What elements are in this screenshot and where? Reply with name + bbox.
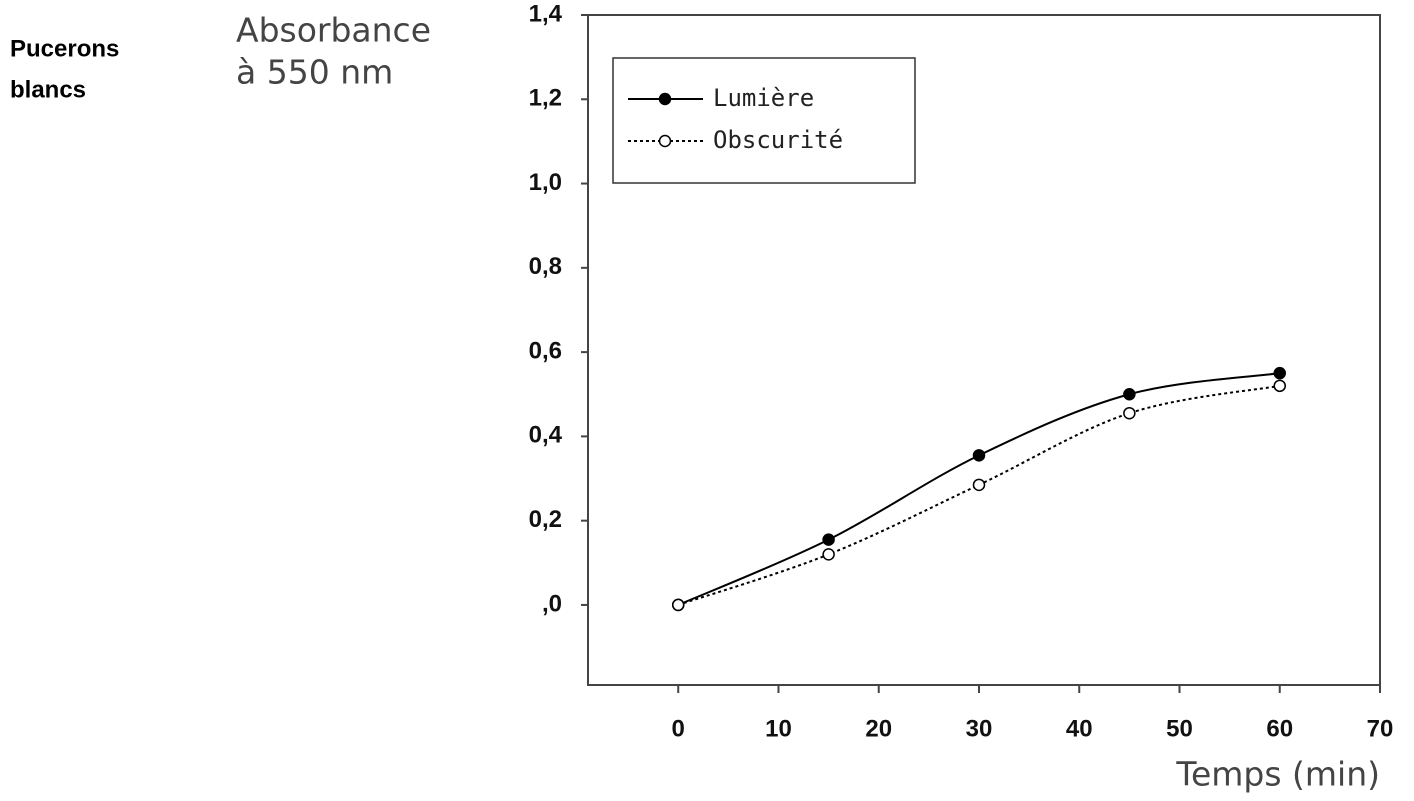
x-tick-label: 40: [1066, 715, 1093, 742]
x-tick-label: 60: [1266, 715, 1293, 742]
data-point: [1273, 366, 1286, 380]
y-tick-label: 0,2: [529, 506, 562, 533]
plot-frame: [587, 14, 1381, 686]
legend-box: [612, 57, 916, 184]
x-tick-label: 20: [865, 715, 892, 742]
y-tick-label: 0,6: [529, 337, 562, 364]
legend-label: Lumière: [713, 84, 814, 112]
x-tick-label: 30: [966, 715, 993, 742]
x-tick-label: 70: [1367, 715, 1394, 742]
data-point: [822, 548, 835, 561]
data-point: [671, 598, 685, 612]
data-point: [1123, 406, 1136, 420]
data-point: [972, 449, 986, 462]
y-tick-label: 0,8: [529, 253, 562, 280]
x-tick-label: 50: [1166, 715, 1193, 742]
y-tick-label: ,0: [542, 590, 562, 617]
legend-label: Obscurité: [713, 126, 843, 154]
x-axis-title: Temps (min): [1175, 755, 1380, 794]
side-label: Pucerons: [10, 35, 119, 62]
data-point: [1273, 379, 1286, 393]
data-point: [972, 478, 986, 492]
legend-marker: [658, 92, 672, 106]
data-point: [1123, 387, 1136, 401]
series-line: [677, 384, 1280, 606]
y-axis-title: Absorbance: [236, 11, 431, 50]
legend-marker: [658, 134, 672, 148]
y-tick-label: 1,4: [529, 0, 563, 27]
side-label: blancs: [10, 76, 86, 103]
y-tick-label: 1,0: [529, 169, 562, 196]
y-tick-label: 1,2: [529, 85, 562, 112]
data-point: [822, 533, 835, 546]
x-tick-label: 0: [672, 715, 685, 742]
x-tick-label: 10: [765, 715, 792, 742]
y-tick-label: 0,4: [529, 422, 563, 449]
y-axis-title: à 550 nm: [236, 53, 393, 92]
